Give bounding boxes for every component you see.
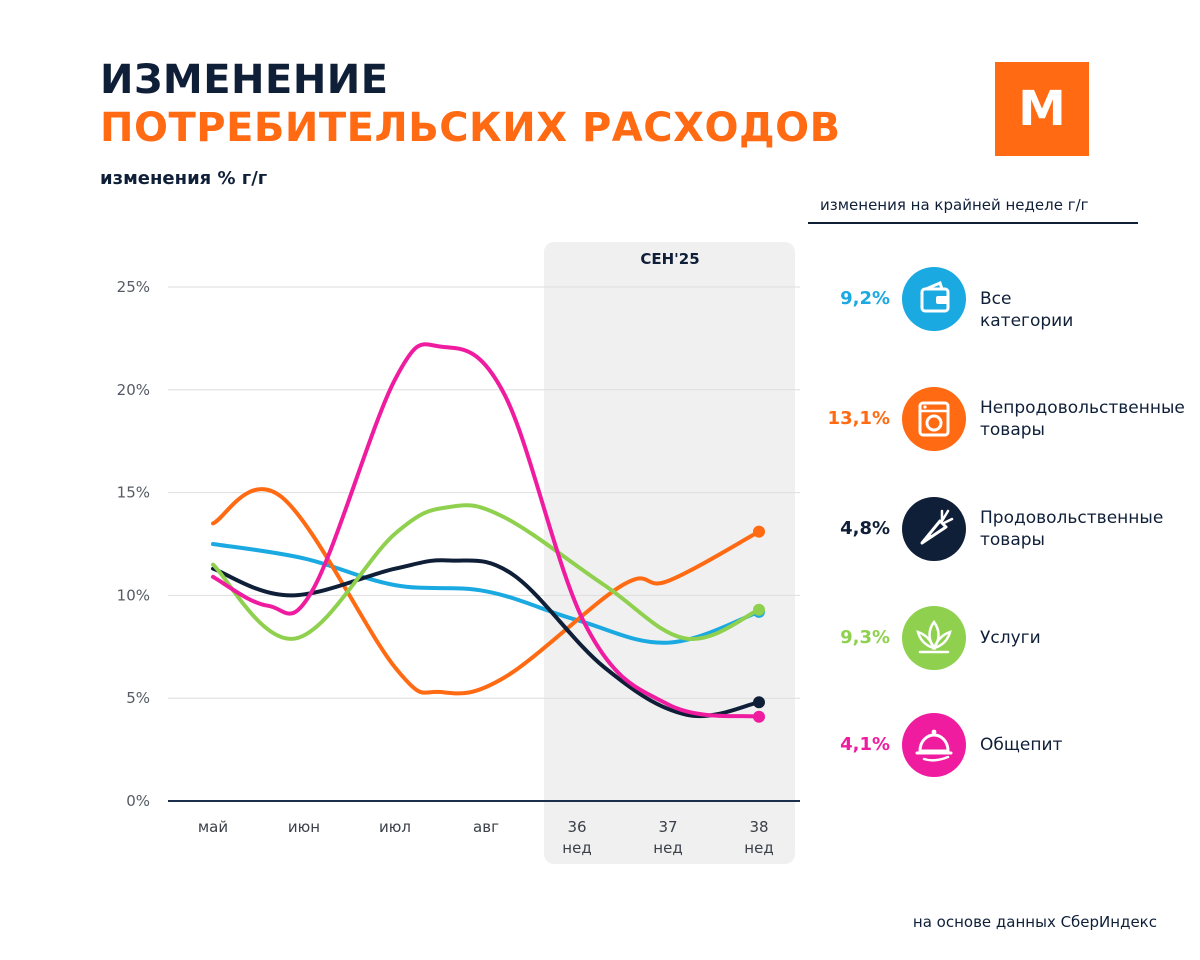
carrot-icon [902, 497, 966, 561]
chart-title-line1: ИЗМЕНЕНИЕ [100, 57, 389, 103]
logo-letter: М [1005, 72, 1079, 146]
series-line-0 [211, 542, 761, 645]
legend-value: 4,1% [840, 734, 890, 755]
x-tick-label: авг [473, 818, 499, 836]
legend-value: 9,3% [840, 627, 890, 648]
brand-logo: М [995, 62, 1089, 156]
legend-label: Общепит [980, 735, 1063, 755]
y-tick-label: 25% [117, 278, 150, 296]
y-tick-label: 0% [126, 792, 150, 810]
chart-title-line2: ПОТРЕБИТЕЛЬСКИХ РАСХОДОВ [100, 105, 841, 151]
x-tick-label: июн [288, 818, 320, 836]
wallet-icon [902, 267, 966, 331]
line-chart: СЕН'25 0% 5% 10% 15% 20% 25% май июн июл авг 36 нед 3… [117, 242, 800, 864]
legend-label: Продовольственные товары [980, 508, 1164, 550]
legend-label: Все категории [980, 289, 1074, 331]
series-endpoint-2 [753, 696, 765, 709]
x-tick-label: июл [379, 818, 411, 836]
legend-label: Непродовольственные товары [980, 398, 1185, 440]
y-tick-label: 10% [117, 586, 150, 604]
y-tick-label: 15% [117, 484, 150, 502]
legend-value: 13,1% [827, 408, 890, 429]
series-line-1 [211, 487, 761, 696]
washing-machine-icon [902, 387, 966, 451]
x-tick-label: май [198, 818, 228, 836]
series-line-2 [211, 558, 761, 718]
legend-divider [808, 222, 1138, 224]
series-endpoint-4 [753, 710, 765, 723]
legend-value: 9,2% [840, 288, 890, 309]
x-tick-label: 37 [658, 818, 677, 836]
series-line-3 [211, 503, 761, 641]
cloche-icon [902, 713, 966, 777]
x-tick-label: 36 [567, 818, 586, 836]
series-line-4 [211, 342, 761, 719]
legend-label: Услуги [980, 628, 1041, 648]
legend-value: 4,8% [840, 518, 890, 539]
x-tick-sublabel: нед [744, 839, 773, 857]
series-endpoint-3 [753, 603, 765, 616]
y-tick-label: 20% [117, 381, 150, 399]
chart-subtitle: изменения % г/г [100, 168, 268, 189]
x-tick-label: 38 [749, 818, 768, 836]
period-highlight [544, 242, 795, 864]
period-label: СЕН'25 [640, 250, 699, 268]
lotus-icon [902, 606, 966, 670]
legend-header: изменения на крайней неделе г/г [820, 196, 1089, 214]
series-endpoint-1 [753, 525, 765, 538]
y-tick-label: 5% [126, 689, 150, 707]
x-tick-sublabel: нед [653, 839, 682, 857]
source-note: на основе данных СберИндекс [912, 913, 1157, 931]
x-tick-sublabel: нед [562, 839, 591, 857]
